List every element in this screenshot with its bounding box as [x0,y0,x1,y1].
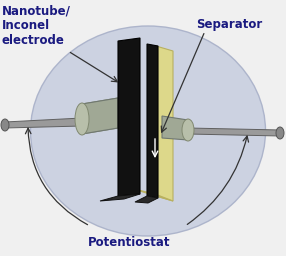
Polygon shape [188,128,280,136]
Ellipse shape [182,119,194,141]
Polygon shape [100,194,140,201]
Polygon shape [118,38,140,196]
Polygon shape [147,44,158,198]
Polygon shape [82,98,118,134]
Ellipse shape [31,26,265,236]
Ellipse shape [276,127,284,139]
Polygon shape [5,118,82,128]
Polygon shape [156,46,173,201]
Polygon shape [130,188,173,201]
Polygon shape [162,116,188,140]
Text: Separator: Separator [196,18,262,31]
Text: Nanotube/
Inconel
electrode: Nanotube/ Inconel electrode [2,4,71,47]
Ellipse shape [75,103,89,135]
Polygon shape [82,98,118,134]
Text: Potentiostat: Potentiostat [88,236,170,249]
Ellipse shape [1,119,9,131]
Polygon shape [135,196,158,203]
